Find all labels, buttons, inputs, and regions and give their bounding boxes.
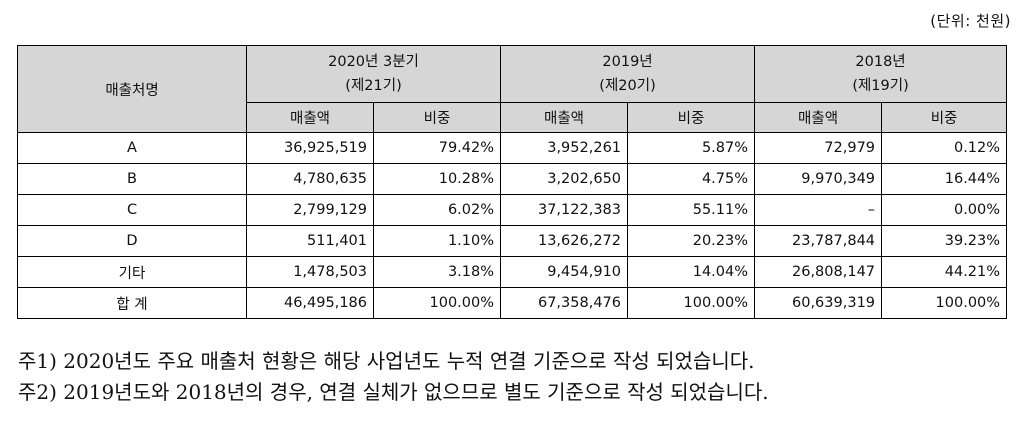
- share-cell: 1.10%: [372, 225, 502, 257]
- table-row: 기타 1,478,503 3.18% 9,454,910 14.04% 26,8…: [17, 256, 1008, 288]
- share-cell: 6.02%: [372, 194, 502, 226]
- sales-cell: 3,202,650: [500, 163, 629, 195]
- sales-cell: 67,358,476: [500, 287, 629, 319]
- customer-name: C: [17, 194, 247, 226]
- share-cell: 100.00%: [372, 287, 502, 319]
- sales-cell: 60,639,319: [754, 287, 883, 319]
- period-label: 2018년: [855, 54, 906, 70]
- sales-cell: 36,925,519: [246, 132, 374, 164]
- share-column-header: 비중: [881, 102, 1008, 133]
- sales-cell: 72,979: [754, 132, 883, 164]
- share-cell: 14.04%: [627, 256, 756, 288]
- share-cell: 0.00%: [881, 194, 1008, 226]
- customer-column-header: 매출처명: [17, 45, 247, 133]
- customer-name: D: [17, 225, 247, 257]
- period-header-2018: 2018년 (제19기): [754, 45, 1008, 103]
- share-column-header: 비중: [372, 102, 502, 133]
- sales-cell: 9,970,349: [754, 163, 883, 195]
- table-row: A 36,925,519 79.42% 3,952,261 5.87% 72,9…: [17, 132, 1008, 164]
- share-cell: 79.42%: [372, 132, 502, 164]
- fiscal-label: (제20기): [599, 78, 656, 94]
- sales-cell: 4,780,635: [246, 163, 374, 195]
- table-row: B 4,780,635 10.28% 3,202,650 4.75% 9,970…: [17, 163, 1008, 195]
- sales-cell: 3,952,261: [500, 132, 629, 164]
- sales-cell: 26,808,147: [754, 256, 883, 288]
- sales-cell: 9,454,910: [500, 256, 629, 288]
- footnotes: 주1) 2020년도 주요 매출처 현황은 해당 사업년도 누적 연결 기준으로…: [18, 346, 769, 408]
- fiscal-label: (제21기): [345, 78, 402, 94]
- unit-label: (단위: 천원): [930, 12, 1011, 30]
- sales-by-customer-table: 매출처명 2020년 3분기 (제21기) 2019년 (제20기) 2018년…: [17, 45, 1008, 319]
- table-row: C 2,799,129 6.02% 37,122,383 55.11% – 0.…: [17, 194, 1008, 226]
- share-cell: 5.87%: [627, 132, 756, 164]
- share-cell: 20.23%: [627, 225, 756, 257]
- footnote: 주1) 2020년도 주요 매출처 현황은 해당 사업년도 누적 연결 기준으로…: [18, 349, 755, 373]
- total-label: 합 계: [17, 287, 247, 319]
- period-header-2020q3: 2020년 3분기 (제21기): [245, 45, 502, 103]
- sales-cell: 37,122,383: [500, 194, 629, 226]
- total-row: 합 계 46,495,186 100.00% 67,358,476 100.00…: [17, 287, 1008, 319]
- footnote: 주2) 2019년도와 2018년의 경우, 연결 실체가 없으므로 별도 기준…: [18, 380, 769, 404]
- sales-cell: 2,799,129: [246, 194, 374, 226]
- share-cell: 39.23%: [881, 225, 1008, 257]
- sales-cell: 23,787,844: [754, 225, 883, 257]
- share-cell: 55.11%: [627, 194, 756, 226]
- sales-cell: –: [754, 194, 883, 226]
- customer-name: 기타: [17, 256, 247, 288]
- period-header-2019: 2019년 (제20기): [500, 45, 756, 103]
- share-cell: 0.12%: [881, 132, 1008, 164]
- share-cell: 3.18%: [372, 256, 502, 288]
- sales-cell: 1,478,503: [246, 256, 374, 288]
- sales-column-header: 매출액: [754, 102, 883, 133]
- sales-cell: 46,495,186: [246, 287, 374, 319]
- share-cell: 100.00%: [881, 287, 1008, 319]
- share-cell: 4.75%: [627, 163, 756, 195]
- sales-cell: 511,401: [246, 225, 374, 257]
- share-cell: 100.00%: [627, 287, 756, 319]
- sales-column-header: 매출액: [500, 102, 629, 133]
- period-label: 2019년: [602, 54, 653, 70]
- share-cell: 10.28%: [372, 163, 502, 195]
- customer-name: B: [17, 163, 247, 195]
- share-cell: 16.44%: [881, 163, 1008, 195]
- sales-column-header: 매출액: [246, 102, 374, 133]
- sales-cell: 13,626,272: [500, 225, 629, 257]
- share-cell: 44.21%: [881, 256, 1008, 288]
- customer-name: A: [17, 132, 247, 164]
- fiscal-label: (제19기): [852, 78, 909, 94]
- table-row: D 511,401 1.10% 13,626,272 20.23% 23,787…: [17, 225, 1008, 257]
- period-label: 2020년 3분기: [328, 54, 419, 70]
- share-column-header: 비중: [627, 102, 756, 133]
